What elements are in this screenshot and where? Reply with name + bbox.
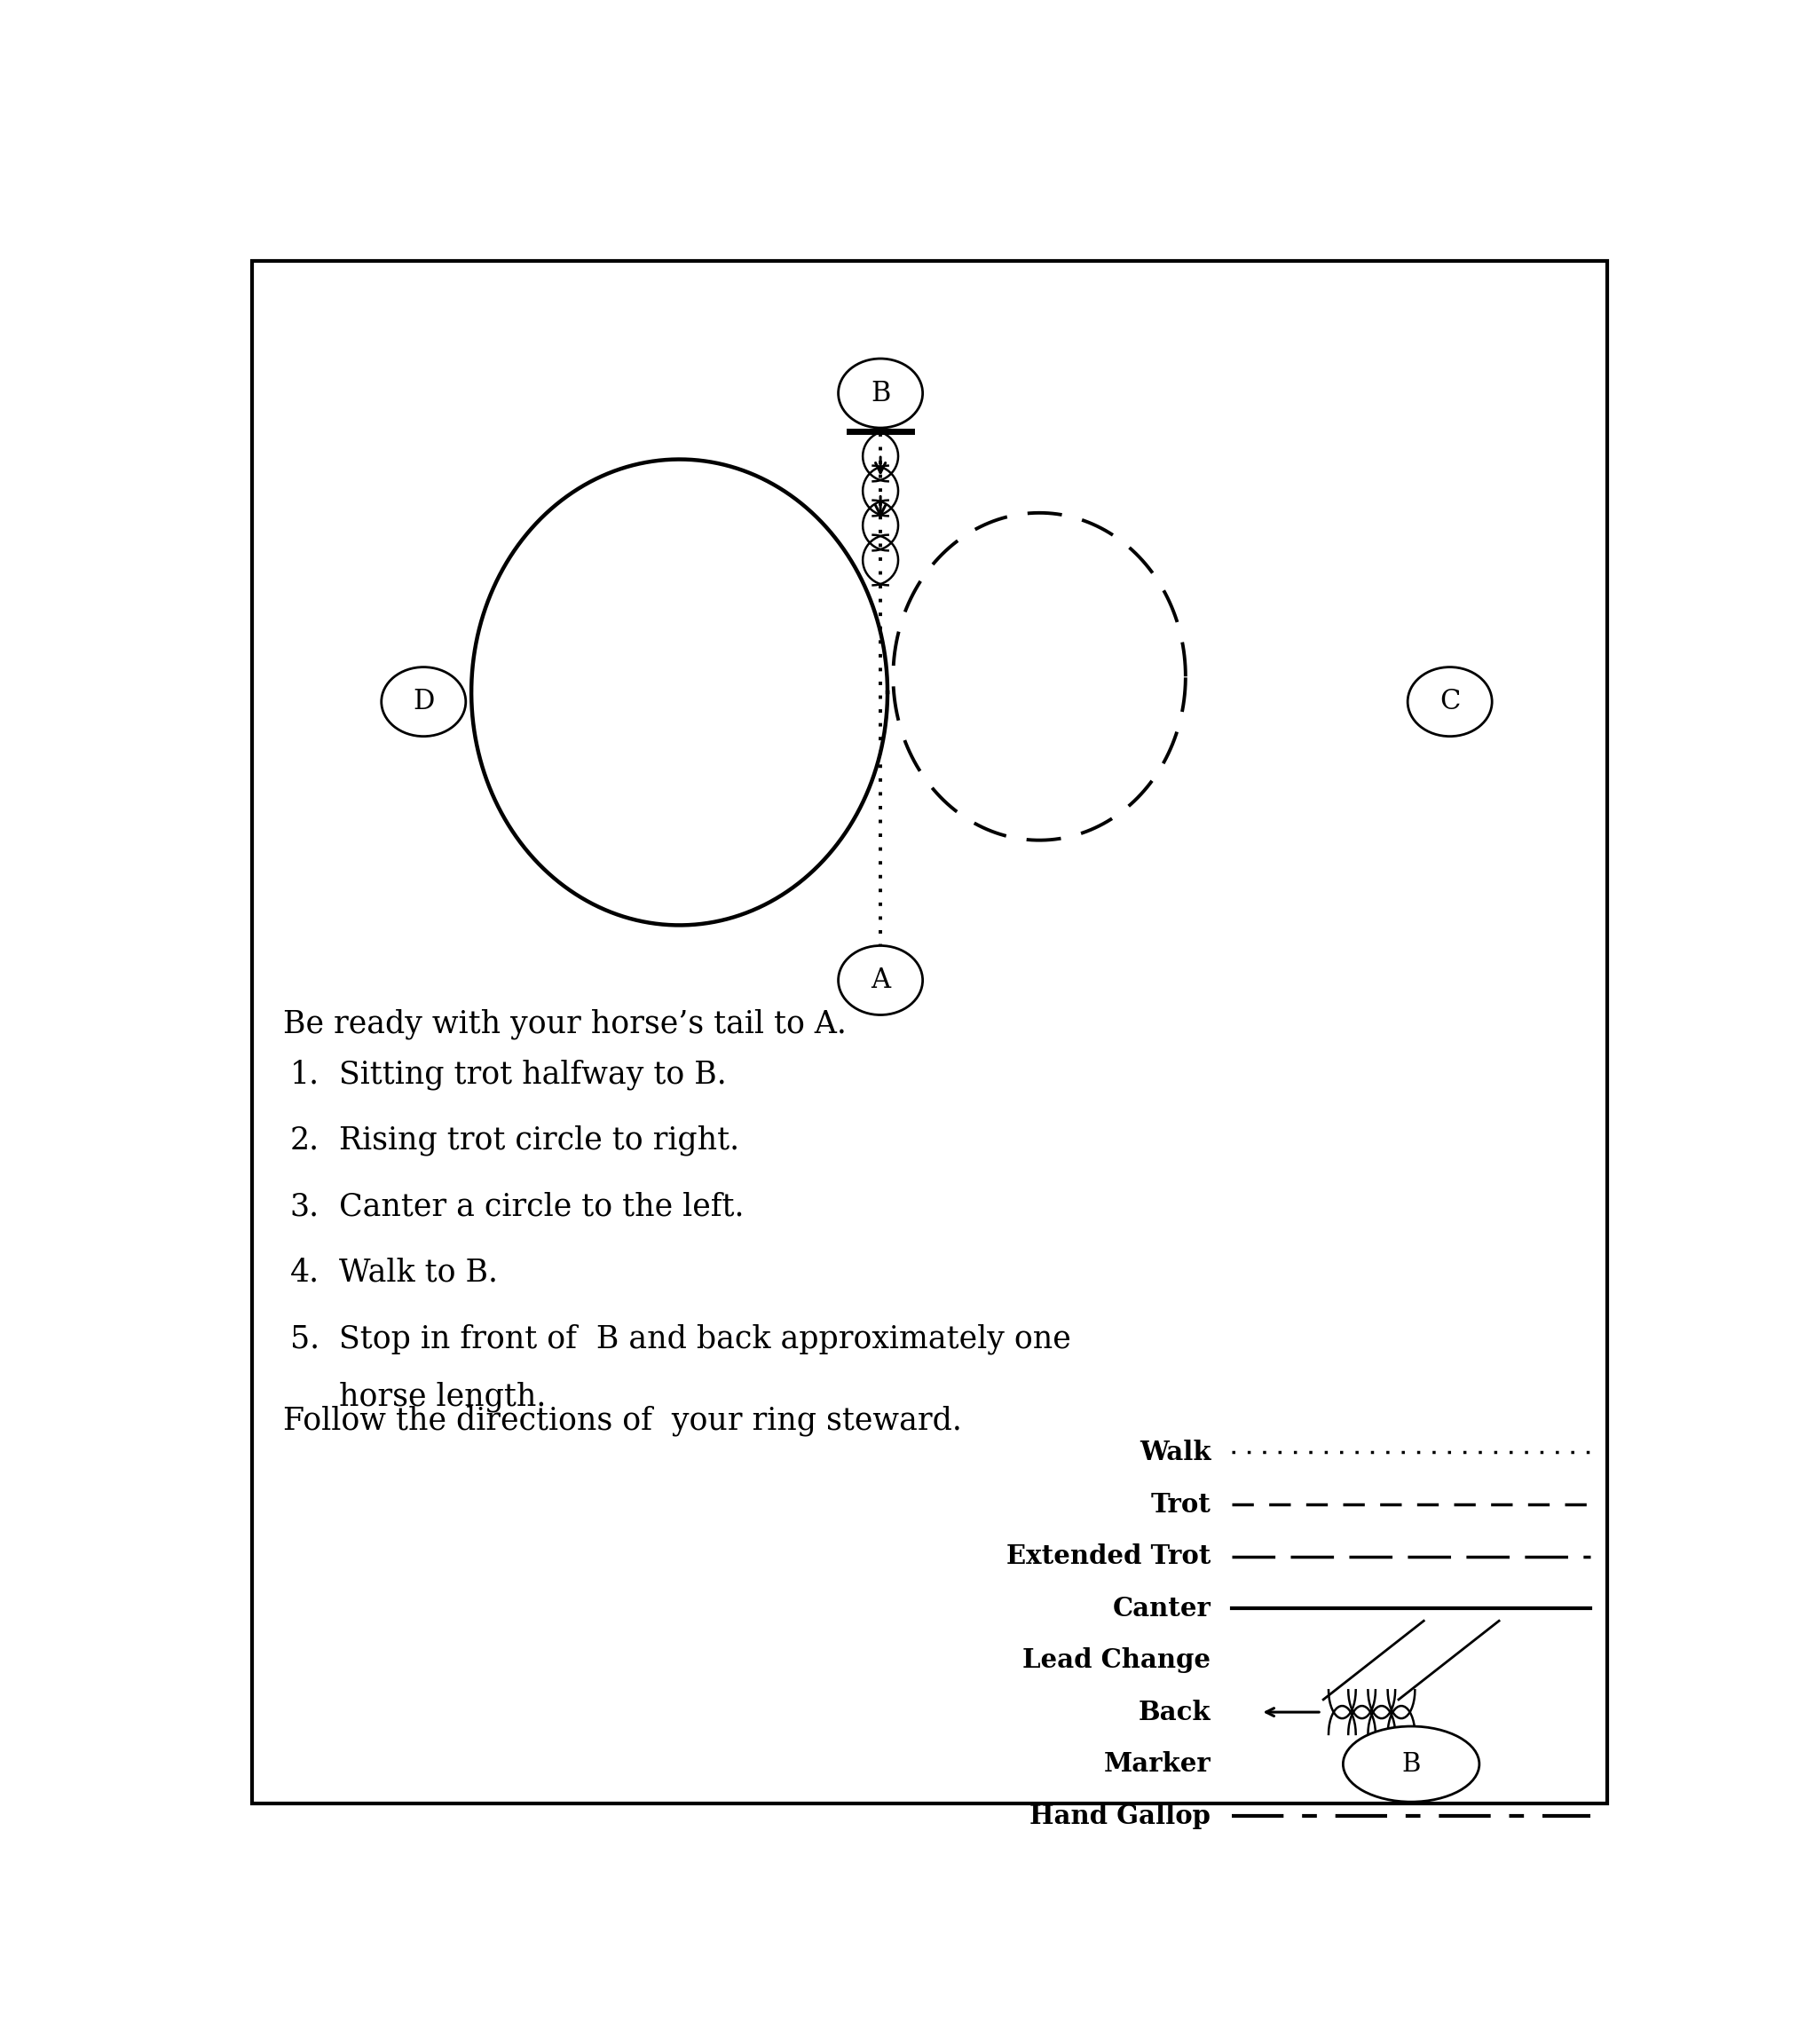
Ellipse shape xyxy=(838,358,923,427)
Ellipse shape xyxy=(838,946,923,1016)
Text: B: B xyxy=(871,380,891,407)
Text: 2.: 2. xyxy=(290,1124,319,1155)
Text: Walk to B.: Walk to B. xyxy=(339,1257,499,1288)
Text: D: D xyxy=(414,689,434,715)
Text: 1.: 1. xyxy=(290,1059,319,1089)
Text: Back: Back xyxy=(1139,1699,1210,1725)
Text: Be ready with your horse’s tail to A.: Be ready with your horse’s tail to A. xyxy=(283,1008,847,1038)
Text: Canter: Canter xyxy=(1112,1596,1210,1621)
Text: A: A xyxy=(871,967,891,993)
Text: Extended Trot: Extended Trot xyxy=(1007,1543,1210,1570)
Text: Walk: Walk xyxy=(1139,1439,1210,1466)
Text: Sitting trot halfway to B.: Sitting trot halfway to B. xyxy=(339,1059,727,1089)
Ellipse shape xyxy=(1408,666,1493,736)
Text: Marker: Marker xyxy=(1103,1752,1210,1776)
Text: Canter a circle to the left.: Canter a circle to the left. xyxy=(339,1192,744,1222)
Text: 4.: 4. xyxy=(290,1257,319,1288)
Text: Trot: Trot xyxy=(1150,1492,1210,1517)
Text: Follow the directions of  your ring steward.: Follow the directions of your ring stewa… xyxy=(283,1404,961,1435)
Text: Hand Gallop: Hand Gallop xyxy=(1030,1803,1210,1829)
Ellipse shape xyxy=(1342,1727,1478,1803)
Text: B: B xyxy=(1402,1752,1420,1776)
Text: Lead Change: Lead Change xyxy=(1023,1647,1210,1674)
Text: 5.: 5. xyxy=(290,1322,319,1353)
Text: C: C xyxy=(1440,689,1460,715)
Text: horse length.: horse length. xyxy=(339,1382,546,1412)
Text: Rising trot circle to right.: Rising trot circle to right. xyxy=(339,1124,740,1155)
Text: Stop in front of  B and back approximately one: Stop in front of B and back approximatel… xyxy=(339,1322,1070,1353)
Ellipse shape xyxy=(381,666,466,736)
Text: 3.: 3. xyxy=(290,1192,319,1222)
